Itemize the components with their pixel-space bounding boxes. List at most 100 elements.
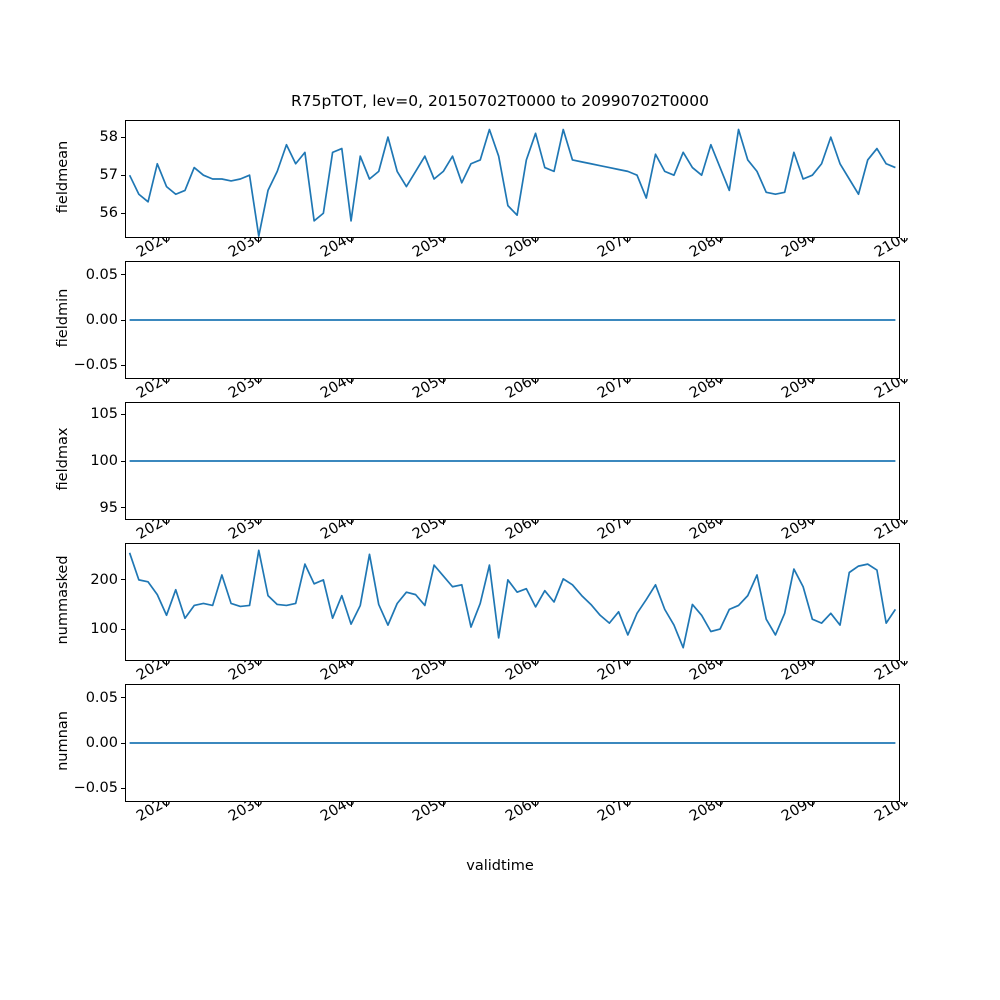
x-tick-mark: [627, 802, 629, 807]
x-tick-mark: [719, 802, 721, 807]
x-tick-label: 2030: [225, 661, 266, 684]
x-tick-label: 2080: [687, 802, 728, 825]
y-tick-mark: [120, 364, 125, 366]
x-tick-label: 2020: [133, 802, 174, 825]
x-tick-mark: [442, 520, 444, 525]
x-tick-mark: [350, 238, 352, 243]
x-tick-mark: [904, 802, 906, 807]
y-axis-label-fieldmean: fieldmean: [55, 140, 71, 214]
y-tick-label: 56: [99, 205, 118, 222]
x-tick-label: 2100: [871, 520, 912, 543]
x-tick-mark: [350, 661, 352, 666]
x-tick-mark: [535, 238, 537, 243]
y-axis-label-fieldmin: fieldmin: [55, 288, 71, 348]
x-tick-mark: [166, 520, 168, 525]
x-tick-label-group: 2020 2030 2040 2050 2060 2070 2080 2090 2100: [105, 238, 925, 262]
x-tick-label: 2090: [779, 520, 820, 543]
x-tick-label: 2030: [225, 520, 266, 543]
y-tick-mark: [120, 136, 125, 138]
x-tick-mark: [627, 520, 629, 525]
x-tick-label: 2060: [502, 238, 543, 261]
x-tick-mark: [535, 802, 537, 807]
x-tick-label: 2070: [594, 379, 635, 402]
y-tick-mark: [120, 507, 125, 509]
y-tick-label: −0.05: [73, 780, 118, 797]
plot-line-numnan: [129, 742, 896, 744]
y-tick-label: 200: [90, 571, 118, 588]
x-tick-mark: [627, 238, 629, 243]
y-tick-mark: [120, 579, 125, 581]
x-tick-mark: [350, 379, 352, 384]
x-tick-mark: [258, 520, 260, 525]
x-tick-mark: [258, 802, 260, 807]
x-tick-mark: [442, 238, 444, 243]
y-tick-label: 58: [99, 129, 118, 146]
x-tick-label: 2030: [225, 379, 266, 402]
x-tick-mark: [811, 802, 813, 807]
y-tick-label: 0.05: [85, 266, 118, 283]
x-tick-mark: [904, 661, 906, 666]
x-tick-mark: [535, 379, 537, 384]
x-tick-mark: [811, 661, 813, 666]
plot-line-nummasked: [128, 549, 897, 649]
x-tick-label: 2090: [779, 238, 820, 261]
y-axis-label-fieldmax: fieldmax: [55, 427, 71, 491]
subplot-fieldmax: 95 100 105 fieldmax 2020 2030 2040 2050 2060 2070…: [55, 402, 912, 543]
x-tick-label: 2090: [779, 661, 820, 684]
x-tick-mark: [535, 661, 537, 666]
x-tick-label: 2060: [502, 379, 543, 402]
x-tick-label: 2070: [594, 238, 635, 261]
x-tick-mark: [442, 379, 444, 384]
x-tick-mark: [258, 379, 260, 384]
axes-frame-nummasked: [125, 543, 900, 661]
series-fieldmean: [128, 128, 896, 237]
x-tick-label-group: 2020 2030 2040 2050 2060 2070 2080 2090 2100: [105, 520, 925, 544]
y-tick-label: 100: [90, 453, 118, 469]
x-tick-label: 2040: [318, 238, 358, 261]
y-tick-mark: [120, 274, 125, 276]
x-tick-label: 2080: [687, 379, 728, 402]
x-tick-mark: [166, 238, 168, 243]
x-tick-mark: [627, 661, 629, 666]
x-tick-label: 2050: [410, 802, 451, 825]
x-axis-label: validtime: [466, 858, 534, 874]
x-tick-mark: [166, 379, 168, 384]
x-tick-mark: [904, 520, 906, 525]
x-tick-label: 2040: [318, 661, 358, 684]
plot-line-fieldmin: [129, 319, 896, 321]
x-tick-label: 2060: [502, 661, 543, 684]
x-tick-label: 2030: [225, 238, 266, 261]
x-tick-mark: [719, 379, 721, 384]
x-tick-label: 2020: [133, 661, 174, 684]
axes-frame-numnan: [125, 684, 900, 802]
y-tick-mark: [120, 628, 125, 630]
subplot-fieldmin: −0.05 0.00 0.05 fieldmin 2020 2030 2040 2050 206…: [55, 261, 912, 402]
x-tick-label: 2020: [133, 520, 174, 543]
x-tick-mark: [627, 379, 629, 384]
series-nummasked: [128, 549, 897, 649]
x-tick-label: 2040: [318, 802, 358, 825]
x-tick-label: 2040: [318, 520, 358, 543]
x-tick-mark: [166, 802, 168, 807]
x-tick-label: 2070: [594, 520, 635, 543]
x-tick-mark: [904, 238, 906, 243]
x-tick-label: 2080: [687, 238, 728, 261]
y-tick-label: −0.05: [73, 357, 118, 374]
x-tick-mark: [719, 520, 721, 525]
plot-line-fieldmax: [129, 460, 896, 462]
y-tick-label: 0.00: [85, 312, 118, 328]
x-tick-mark: [719, 238, 721, 243]
x-tick-mark: [442, 802, 444, 807]
x-tick-label-group: 2020 2030 2040 2050 2060 2070 2080 2090 2100: [105, 661, 925, 685]
x-tick-mark: [350, 802, 352, 807]
y-tick-label: 100: [90, 621, 118, 638]
axes-frame-fieldmean: [125, 120, 900, 238]
y-tick-label: 105: [90, 406, 118, 423]
y-tick-mark: [120, 787, 125, 789]
x-tick-label-group: 2020 2030 2040 2050 2060 2070 2080 2090 2100: [105, 379, 925, 403]
x-tick-mark: [166, 661, 168, 666]
x-tick-mark: [811, 379, 813, 384]
y-tick-mark: [120, 174, 125, 176]
figure-title: R75pTOT, lev=0, 20150702T0000 to 2099070…: [290, 92, 710, 110]
x-tick-label: 2030: [225, 802, 266, 825]
